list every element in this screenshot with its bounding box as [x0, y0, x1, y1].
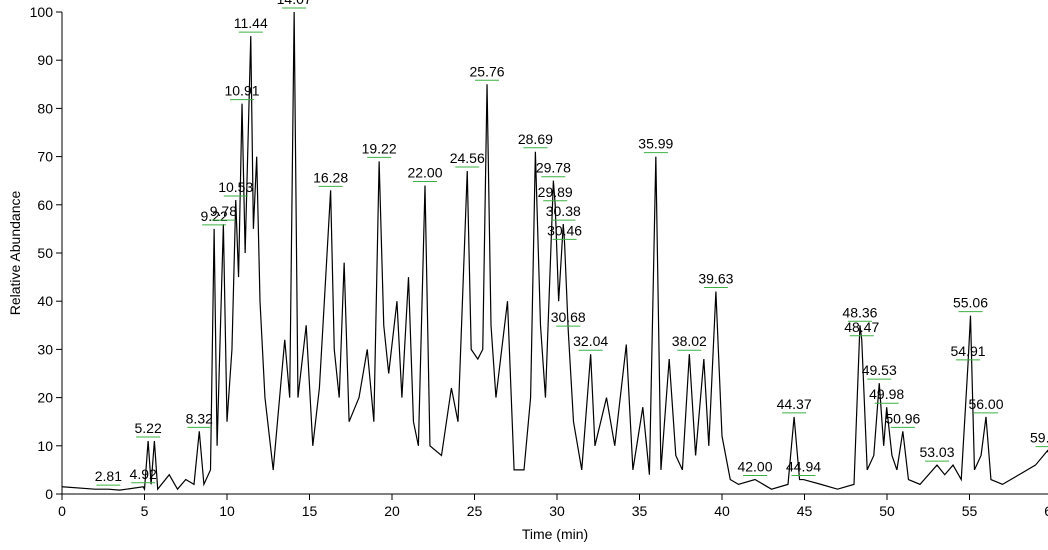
peak-label: 56.00	[968, 396, 1003, 412]
y-axis-title: Relative Abundance	[7, 191, 23, 316]
peak-label: 29.78	[536, 160, 571, 176]
peak-label: 44.94	[786, 459, 821, 475]
y-tick-label: 70	[37, 149, 53, 165]
peak-label: 10.53	[218, 179, 253, 195]
y-tick-label: 80	[37, 100, 53, 116]
peak-label: 14.07	[277, 0, 312, 7]
peak-label: 59.73	[1030, 430, 1048, 446]
peak-label: 39.63	[698, 271, 733, 287]
x-tick-label: 50	[879, 503, 895, 519]
x-tick-label: 10	[219, 503, 235, 519]
peak-label: 32.04	[573, 333, 608, 349]
x-tick-label: 20	[384, 503, 400, 519]
y-tick-label: 10	[37, 438, 53, 454]
x-tick-label: 15	[302, 503, 318, 519]
peak-label: 9.78	[210, 203, 237, 219]
peak-label: 53.03	[919, 444, 954, 460]
peak-label: 28.69	[518, 131, 553, 147]
peak-label: 19.22	[362, 140, 397, 156]
peak-label: 49.98	[869, 386, 904, 402]
chromatogram-trace	[61, 11, 1048, 492]
x-tick-label: 25	[467, 503, 483, 519]
peak-label: 30.68	[551, 309, 586, 325]
peak-label: 50.96	[885, 410, 920, 426]
y-tick-label: 40	[37, 293, 53, 309]
y-tick-label: 0	[45, 486, 53, 502]
peak-label: 29.89	[538, 184, 573, 200]
y-tick-label: 90	[37, 52, 53, 68]
y-tick-label: 60	[37, 197, 53, 213]
x-tick-label: 35	[632, 503, 648, 519]
peak-label: 38.02	[672, 333, 707, 349]
peak-label: 2.81	[95, 468, 122, 484]
peak-label: 44.37	[777, 396, 812, 412]
peak-label: 8.32	[186, 410, 213, 426]
peak-label: 11.44	[234, 15, 268, 31]
x-axis-title: Time (min)	[522, 526, 588, 542]
x-tick-label: 40	[714, 503, 730, 519]
y-tick-label: 20	[37, 390, 53, 406]
peak-label: 48.47	[844, 319, 879, 335]
x-tick-label: 30	[549, 503, 565, 519]
peak-label: 54.91	[950, 343, 985, 359]
peak-label: 55.06	[953, 295, 988, 311]
peak-label: 35.99	[638, 136, 673, 152]
peak-label: 4.92	[130, 466, 157, 482]
peak-label: 42.00	[737, 459, 772, 475]
y-tick-label: 50	[37, 245, 53, 261]
peak-label: 16.28	[313, 169, 348, 185]
peak-label: 24.56	[450, 150, 485, 166]
x-tick-label: 0	[58, 503, 66, 519]
peak-label: 30.46	[547, 222, 582, 238]
peak-label: 48.36	[842, 304, 877, 320]
y-tick-label: 30	[37, 341, 53, 357]
peak-label: 49.53	[862, 362, 897, 378]
x-tick-label: 45	[797, 503, 813, 519]
x-tick-label: 5	[141, 503, 149, 519]
peak-label: 30.38	[546, 203, 581, 219]
x-tick-label: 60	[1044, 503, 1048, 519]
peak-label: 25.76	[470, 63, 505, 79]
peak-label: 10.91	[224, 83, 259, 99]
y-tick-label: 100	[30, 4, 54, 20]
peak-label: 22.00	[407, 165, 442, 181]
peak-label: 5.22	[135, 420, 162, 436]
x-tick-label: 55	[962, 503, 978, 519]
